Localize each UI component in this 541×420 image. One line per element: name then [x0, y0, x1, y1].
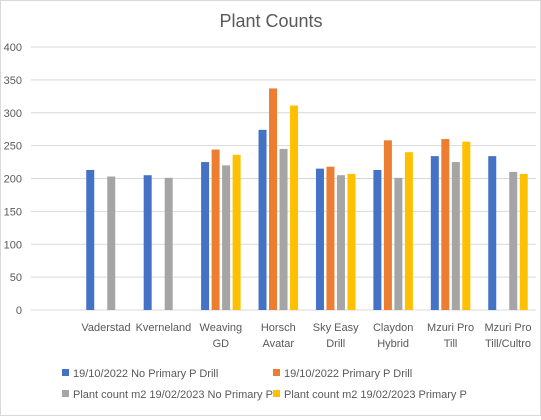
- bar: [211, 149, 220, 310]
- bar: [232, 154, 241, 310]
- y-tick-label: 250: [4, 141, 22, 153]
- bar: [290, 105, 299, 310]
- bar: [336, 175, 345, 310]
- legend-swatch: [62, 390, 69, 397]
- chart-title: Plant Counts: [219, 11, 322, 31]
- x-category-label: Till: [444, 338, 458, 350]
- bar: [315, 168, 324, 310]
- bar: [279, 148, 288, 310]
- bar: [347, 173, 356, 310]
- x-axis: Vaderstad Kverneland Weaving GD Horsch Avatar…: [81, 322, 531, 350]
- bar: [222, 165, 231, 310]
- legend-label: Plant count m2 19/02/2023 No Primary P: [73, 389, 273, 401]
- x-category-label: Sky Easy: [313, 322, 359, 334]
- y-tick-label: 300: [4, 108, 22, 120]
- y-axis: 0 50 100 150 200 250 300 350 400: [4, 42, 22, 317]
- legend-swatch: [273, 369, 280, 376]
- x-category-label: GD: [213, 338, 230, 350]
- bar: [373, 169, 382, 310]
- x-category-label: Avatar: [262, 338, 294, 350]
- y-tick-label: 350: [4, 75, 22, 87]
- bar: [462, 141, 471, 310]
- y-tick-label: 100: [4, 239, 22, 251]
- bar: [164, 177, 173, 310]
- bar: [201, 162, 210, 310]
- x-category-label: Hybrid: [377, 338, 409, 350]
- y-tick-label: 150: [4, 206, 22, 218]
- bar: [519, 173, 528, 310]
- x-category-label: Vaderstad: [81, 322, 130, 334]
- legend-label: 19/10/2022 Primary P Drill: [284, 368, 412, 380]
- x-category-label: Till/Cultro: [485, 338, 531, 350]
- y-tick-label: 0: [16, 305, 22, 317]
- x-category-label: Weaving: [200, 322, 243, 334]
- bar: [326, 166, 335, 310]
- legend-label: Plant count m2 19/02/2023 Primary P: [284, 389, 467, 401]
- x-category-label: Drill: [326, 338, 345, 350]
- bars: [86, 88, 528, 310]
- bar: [451, 162, 460, 310]
- bar: [383, 140, 392, 310]
- y-tick-label: 400: [4, 42, 22, 54]
- bar: [258, 129, 267, 310]
- y-tick-label: 50: [10, 272, 22, 284]
- x-category-label: Mzuri Pro: [427, 322, 474, 334]
- legend-swatch: [273, 390, 280, 397]
- x-category-label: Mzuri Pro: [484, 322, 531, 334]
- x-category-label: Horsch: [261, 322, 296, 334]
- bar: [488, 156, 497, 310]
- bar: [430, 156, 439, 310]
- bar: [394, 177, 403, 310]
- legend-swatch: [62, 369, 69, 376]
- bar: [86, 169, 95, 310]
- bar: [509, 171, 518, 310]
- bar: [143, 175, 152, 310]
- y-tick-label: 200: [4, 174, 22, 186]
- bar: [107, 176, 116, 310]
- bar: [441, 139, 450, 310]
- legend: 19/10/2022 No Primary P Drill 19/10/2022 …: [62, 368, 467, 401]
- x-category-label: Claydon: [373, 322, 413, 334]
- bar: [269, 88, 278, 310]
- bar: [404, 152, 413, 310]
- legend-label: 19/10/2022 No Primary P Drill: [73, 368, 218, 380]
- x-category-label: Kverneland: [136, 322, 192, 334]
